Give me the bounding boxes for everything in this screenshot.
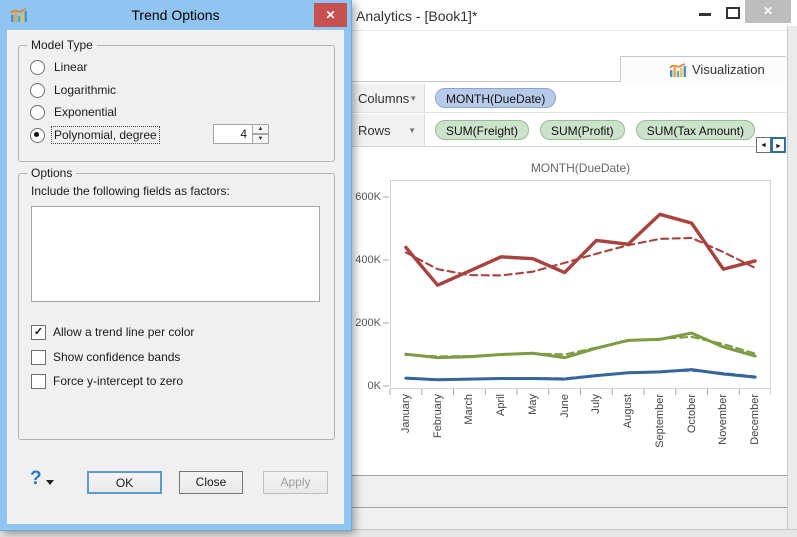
pill-sum-tax-amount[interactable]: SUM(Tax Amount): [635, 120, 756, 140]
checkbox-box[interactable]: ✓: [31, 324, 46, 340]
tab-visualization[interactable]: Visualization: [620, 56, 786, 82]
y-axis-tick-label: 600K: [355, 191, 381, 203]
checkbox-force-y-intercept[interactable]: Force y-intercept to zero: [31, 373, 183, 389]
status-bar: [0, 529, 797, 537]
x-axis-label: June: [559, 394, 571, 418]
radio-circle[interactable]: [30, 82, 45, 98]
columns-shelf-label[interactable]: Columns ▼: [352, 84, 425, 113]
x-axis-label: August: [622, 394, 634, 429]
radio-polynomial[interactable]: Polynomial, degree: [30, 126, 160, 144]
checkbox-box[interactable]: [31, 373, 46, 389]
visualization-chart-icon: [669, 63, 686, 77]
bottom-band-2: [352, 508, 787, 529]
dialog-title: Trend Options: [131, 7, 220, 23]
x-axis-label: May: [527, 394, 539, 415]
shelf-scroll-buttons: ◄ ►: [756, 137, 786, 153]
radio-exponential[interactable]: Exponential: [30, 104, 119, 120]
checkbox-box[interactable]: [31, 349, 46, 365]
rows-caret-icon[interactable]: ▼: [408, 125, 416, 135]
x-axis-label: January: [400, 394, 412, 434]
y-axis-tick-label: 400K: [355, 254, 381, 266]
factors-listbox[interactable]: [31, 206, 320, 302]
checkbox-trend-line-per-color[interactable]: ✓ Allow a trend line per color: [31, 324, 194, 340]
chart-series-blue-trend: [404, 369, 757, 381]
help-icon[interactable]: ?: [30, 468, 42, 489]
y-axis-tick-label: 200K: [355, 317, 381, 329]
pill-month-duedate[interactable]: MONTH(DueDate): [435, 88, 557, 108]
dialog-chart-icon: [10, 8, 27, 22]
radio-logarithmic[interactable]: Logarithmic: [30, 82, 118, 98]
help-menu[interactable]: ?: [30, 468, 54, 490]
close-button[interactable]: Close: [179, 471, 243, 494]
trend-line-chart[interactable]: [382, 180, 771, 396]
pill-sum-freight[interactable]: SUM(Freight): [435, 120, 530, 140]
model-type-legend: Model Type: [27, 38, 97, 52]
dialog-close-button[interactable]: ✕: [314, 3, 347, 27]
radio-circle[interactable]: [30, 127, 45, 143]
options-legend: Options: [27, 166, 77, 180]
window-title: Analytics - [Book1]*: [356, 8, 478, 24]
checkbox-confidence-bands[interactable]: Show confidence bands: [31, 349, 180, 365]
y-axis-tick-label: 0K: [367, 380, 381, 392]
maximize-button-icon[interactable]: [726, 7, 740, 19]
bottom-band-1: [352, 476, 787, 507]
spinner-up-icon[interactable]: ▲: [253, 124, 269, 134]
scroll-left-button[interactable]: ◄: [756, 137, 771, 153]
chart-panel-bottom-border: [352, 475, 787, 476]
minimize-button-icon[interactable]: [699, 13, 711, 16]
spinner-down-icon[interactable]: ▼: [253, 134, 269, 144]
x-axis-label: October: [686, 394, 698, 434]
x-axis-label: November: [717, 394, 729, 445]
chart-title: MONTH(DueDate): [530, 161, 631, 175]
options-groupbox: Options Include the following fields as …: [18, 166, 335, 440]
x-axis-label: April: [495, 394, 507, 417]
window-right-edge: [787, 26, 797, 537]
x-axis-label: February: [432, 394, 444, 439]
apply-button[interactable]: Apply: [263, 471, 328, 494]
rows-shelf-label[interactable]: Rows ▼: [352, 114, 425, 147]
tabbar-divider: [352, 81, 620, 82]
scroll-right-button[interactable]: ►: [771, 137, 786, 153]
bottom-divider: [352, 507, 787, 508]
chart-series-green-trend: [404, 335, 757, 358]
window-close-button[interactable]: ✕: [745, 0, 791, 23]
columns-caret-icon[interactable]: ▼: [409, 93, 418, 103]
degree-spinner[interactable]: 4 ▲ ▼: [213, 124, 269, 144]
titlebar-divider: [352, 30, 797, 31]
pill-sum-profit[interactable]: SUM(Profit): [540, 120, 625, 140]
tab-visualization-label: Visualization: [692, 62, 765, 77]
ok-button[interactable]: OK: [87, 471, 162, 494]
dialog-body: Model Type Linear Logarithmic Exponentia…: [7, 30, 344, 524]
factors-label: Include the following fields as factors:: [31, 184, 230, 198]
rows-shelf-tray[interactable]: SUM(Freight) SUM(Profit) SUM(Tax Amount): [425, 114, 787, 147]
x-axis-label: March: [463, 394, 475, 425]
radio-circle[interactable]: [30, 59, 45, 75]
x-axis-label: July: [590, 394, 602, 414]
x-axis-label: December: [749, 394, 761, 445]
trend-options-dialog: Trend Options ✕ Model Type Linear Logari…: [0, 0, 352, 531]
degree-value[interactable]: 4: [213, 124, 253, 144]
chart-series-red-trend: [404, 236, 757, 277]
help-caret-icon[interactable]: [45, 479, 54, 485]
x-axis-label: September: [654, 394, 666, 448]
radio-circle[interactable]: [30, 104, 45, 120]
columns-shelf-tray[interactable]: MONTH(DueDate): [425, 84, 787, 113]
radio-linear[interactable]: Linear: [30, 59, 89, 75]
model-type-groupbox: Model Type Linear Logarithmic Exponentia…: [18, 38, 335, 162]
